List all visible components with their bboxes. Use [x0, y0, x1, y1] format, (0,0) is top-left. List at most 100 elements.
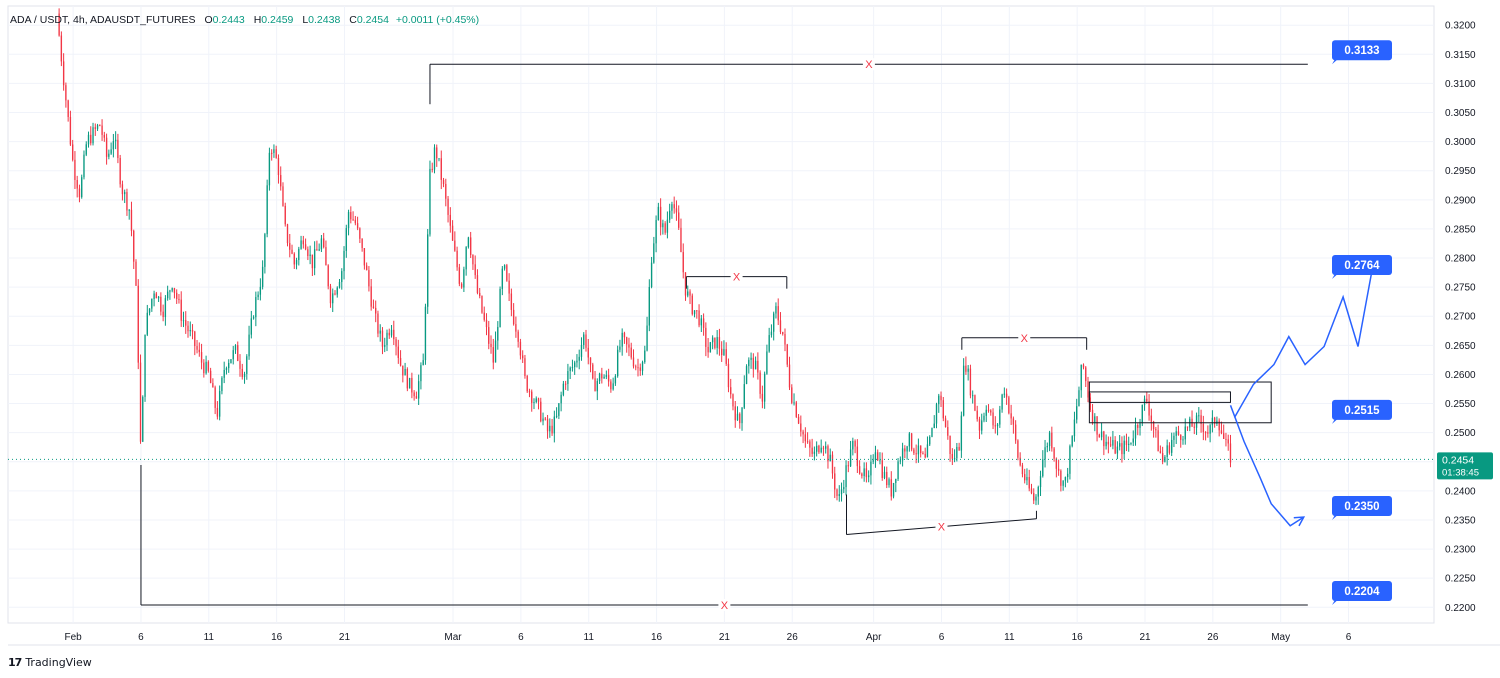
candle-down [1225, 438, 1227, 440]
candle-up [166, 291, 169, 299]
candle-down [682, 252, 684, 273]
candle-up [313, 249, 316, 269]
candle-down [1168, 445, 1171, 453]
candle-up [929, 436, 931, 445]
candle-down [827, 446, 829, 462]
candle-down [209, 370, 212, 384]
callout-badge [1332, 399, 1392, 420]
x-tick-label: 26 [1207, 632, 1219, 643]
candle-up [549, 425, 551, 432]
candle-up [1184, 426, 1186, 440]
candle-up [298, 248, 300, 261]
candle-down [237, 345, 239, 361]
y-tick-label: 0.2400 [1445, 486, 1476, 497]
candle-up [983, 415, 985, 421]
candle-down [1053, 448, 1055, 459]
candle-down [551, 425, 553, 434]
candle-up [535, 398, 537, 403]
candle-up [404, 368, 406, 376]
candle-up [650, 262, 653, 287]
candle-up [736, 413, 739, 421]
candle-down [865, 468, 868, 478]
candle-down [472, 254, 474, 265]
price-axis[interactable]: 0.3200 0.3150 0.3100 0.3050 0.3000 0.2950 0.29… [1437, 21, 1493, 614]
candle-up [773, 313, 775, 332]
candle-down [800, 423, 802, 432]
candle-down [678, 212, 680, 228]
candle-down [1125, 440, 1128, 445]
candle-up [931, 428, 933, 437]
candle-up [151, 298, 153, 309]
candle-down [1121, 443, 1123, 455]
candle-down [212, 383, 214, 388]
candle-up [171, 288, 173, 291]
candle-down [1057, 468, 1060, 471]
candle-up [1105, 441, 1107, 447]
candle-up [926, 444, 929, 458]
candle-up [223, 369, 225, 378]
candle-up [1112, 439, 1114, 446]
candle-down [1152, 421, 1155, 430]
candle-down [1055, 458, 1058, 469]
candle-down [359, 228, 361, 239]
candle-up [252, 317, 255, 319]
candle-up [1046, 446, 1048, 448]
candle-up [870, 461, 872, 476]
callout-badge [1332, 495, 1392, 516]
candle-down [1030, 488, 1033, 494]
candle-down [904, 448, 906, 452]
candle-down [277, 157, 280, 176]
candle-down [718, 337, 721, 349]
candle-up [142, 396, 144, 442]
candle-up [605, 375, 608, 377]
candle-up [467, 237, 470, 248]
candle-up [619, 346, 621, 350]
candle-up [338, 282, 341, 288]
candle-down [442, 179, 445, 184]
candle-up [614, 376, 617, 384]
candle-down [460, 283, 463, 288]
candle-down [1186, 426, 1189, 428]
candle-down [910, 433, 913, 450]
candle-up [384, 345, 386, 347]
x-tick-label: Feb [65, 632, 83, 643]
tradingview-watermark[interactable]: 17 TradingView [8, 656, 92, 669]
candle-up [754, 360, 757, 370]
candle-up [716, 337, 718, 348]
candle-up [906, 446, 908, 452]
candle-up [745, 366, 748, 385]
candle-down [485, 319, 488, 328]
candle-down [601, 373, 603, 379]
y-tick-label: 0.2700 [1445, 312, 1476, 323]
candle-down [684, 272, 687, 296]
candle-down [788, 364, 791, 388]
candle-up [655, 220, 657, 244]
candle-up [92, 127, 94, 144]
y-tick-label: 0.2350 [1445, 515, 1476, 526]
candle-down [691, 295, 693, 315]
candle-down [592, 364, 594, 379]
candle-up [261, 266, 264, 287]
candle-down [589, 357, 592, 365]
candle-down [1229, 443, 1232, 463]
candle-down [585, 334, 587, 348]
callout-badge [1332, 580, 1392, 601]
candle-down [806, 441, 809, 443]
candle-down [162, 311, 164, 318]
candle-down [791, 387, 793, 403]
candle-up [687, 291, 689, 296]
x-tick-label: 6 [1346, 632, 1352, 643]
marker-bg [1018, 331, 1031, 344]
y-tick-label: 0.3200 [1445, 21, 1476, 32]
candle-down [483, 312, 485, 320]
candle-down [388, 332, 390, 336]
candle-up [908, 433, 911, 447]
candle-down [696, 310, 698, 312]
candle-up [741, 407, 743, 424]
open-label: O [204, 14, 213, 26]
candle-up [246, 356, 248, 374]
candle-down [363, 248, 366, 266]
candle-up [87, 134, 90, 145]
time-axis[interactable]: Feb 6 11 16 21 Mar 6 11 16 21 26 Apr 6 11 16 21 26 May 6 [65, 632, 1352, 643]
